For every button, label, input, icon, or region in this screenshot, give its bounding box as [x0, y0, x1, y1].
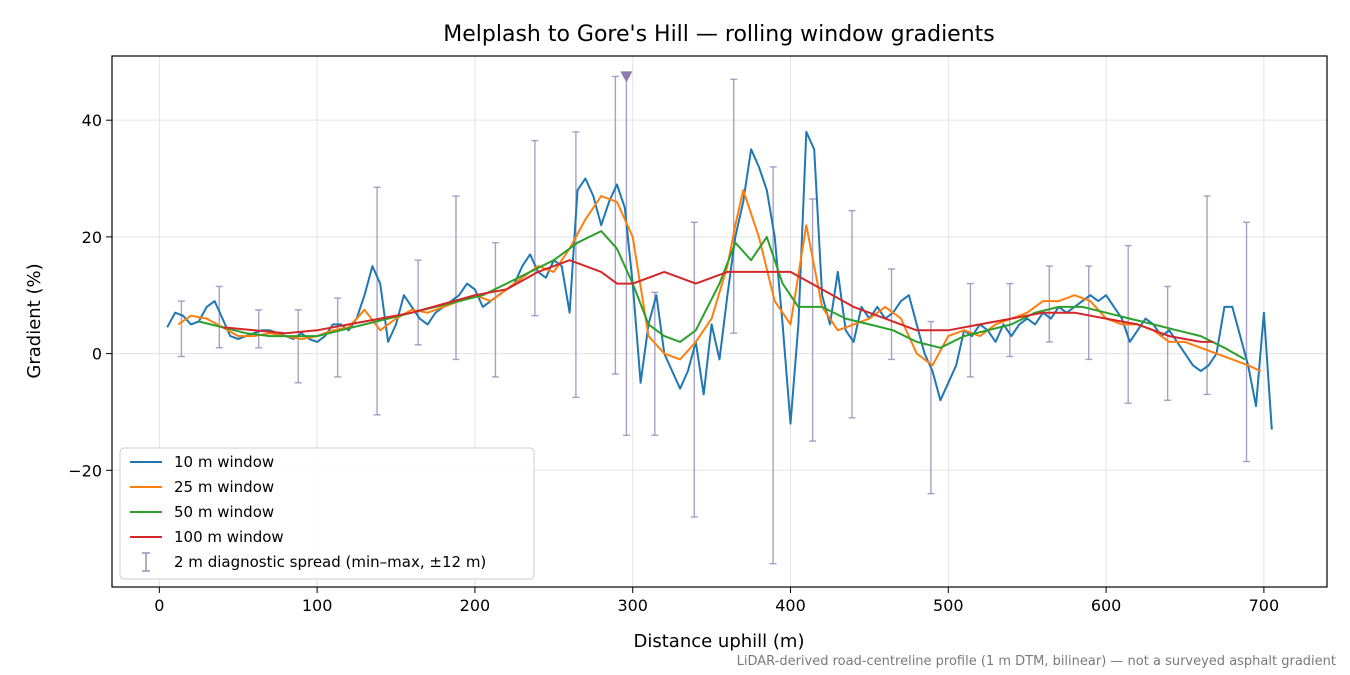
series-lines: [166, 130, 1273, 430]
spread-errorbar: [414, 259, 422, 346]
series-line-25m-window: [177, 189, 1262, 373]
y-axis-label: Gradient (%): [24, 263, 45, 378]
x-tick-label: 600: [1091, 596, 1122, 615]
legend-item-50m: 50 m window: [130, 503, 274, 521]
y-tick-label: −20: [68, 461, 102, 480]
spread-errorbar: [255, 309, 263, 349]
spread-errorbar: [334, 297, 342, 378]
spread-errorbar: [651, 291, 659, 436]
x-axis-label: Distance uphill (m): [634, 631, 805, 652]
spread-errorbar: [452, 195, 460, 361]
peak-marker: [620, 71, 633, 83]
chart-caption: LiDAR-derived road-centreline profile (1…: [737, 654, 1336, 669]
spread-errorbar: [177, 300, 185, 358]
y-tick-label: 40: [82, 111, 102, 130]
spread-errorbar: [215, 285, 223, 349]
spread-errorbar: [1164, 285, 1172, 401]
spread-errorbar: [531, 139, 539, 317]
svg-text:10 m window: 10 m window: [174, 453, 274, 471]
spread-errorbar: [611, 75, 619, 375]
spread-errorbar: [1085, 265, 1093, 361]
spread-errorbar: [1203, 195, 1211, 396]
legend-box: [119, 447, 535, 580]
chart-title: Melplash to Gore's Hill — rolling window…: [443, 22, 995, 47]
legend: 10 m window 25 m window 50 m window 100 …: [119, 447, 535, 580]
spread-errorbar: [966, 282, 974, 378]
y-tick-label: 20: [82, 228, 102, 247]
spread-errorbar: [1045, 265, 1053, 343]
y-tick-label: 0: [92, 345, 102, 364]
spread-errorbar: [294, 309, 302, 384]
x-tick-label: 100: [302, 596, 333, 615]
legend-item-25m: 25 m window: [130, 478, 274, 496]
axis-ticks: 0 100 200 300 400 500 600 700 −20 0 20 40: [68, 111, 1279, 615]
plot-frame: [111, 55, 1328, 588]
spread-errorbar: [730, 78, 738, 334]
legend-item-100m: 100 m window: [130, 528, 284, 546]
spread-errorbar: [927, 320, 935, 495]
legend-item-spread: 2 m diagnostic spread (min–max, ±12 m): [142, 552, 486, 572]
series-line-100m-window: [222, 259, 1214, 343]
peak-marker-layer: [620, 71, 633, 83]
x-tick-label: 300: [617, 596, 648, 615]
x-tick-label: 400: [775, 596, 806, 615]
spread-errorbar: [809, 198, 817, 442]
spread-errorbar: [572, 131, 580, 399]
svg-text:100 m window: 100 m window: [174, 528, 284, 546]
svg-text:50 m window: 50 m window: [174, 503, 274, 521]
legend-item-10m: 10 m window: [130, 453, 274, 471]
spread-errorbar: [491, 242, 499, 378]
series-line-10m-window: [166, 130, 1273, 430]
svg-text:2 m diagnostic spread (min–max: 2 m diagnostic spread (min–max, ±12 m): [174, 553, 486, 571]
spread-errorbar: [848, 209, 856, 419]
x-tick-label: 700: [1249, 596, 1280, 615]
series-line-50m-window: [198, 230, 1246, 361]
spread-errorbar: [690, 221, 698, 518]
x-tick-label: 200: [460, 596, 491, 615]
x-tick-label: 500: [933, 596, 964, 615]
spread-errorbar: [1243, 221, 1251, 463]
x-tick-label: 0: [154, 596, 164, 615]
svg-text:25 m window: 25 m window: [174, 478, 274, 496]
spread-errorbar: [373, 186, 381, 416]
